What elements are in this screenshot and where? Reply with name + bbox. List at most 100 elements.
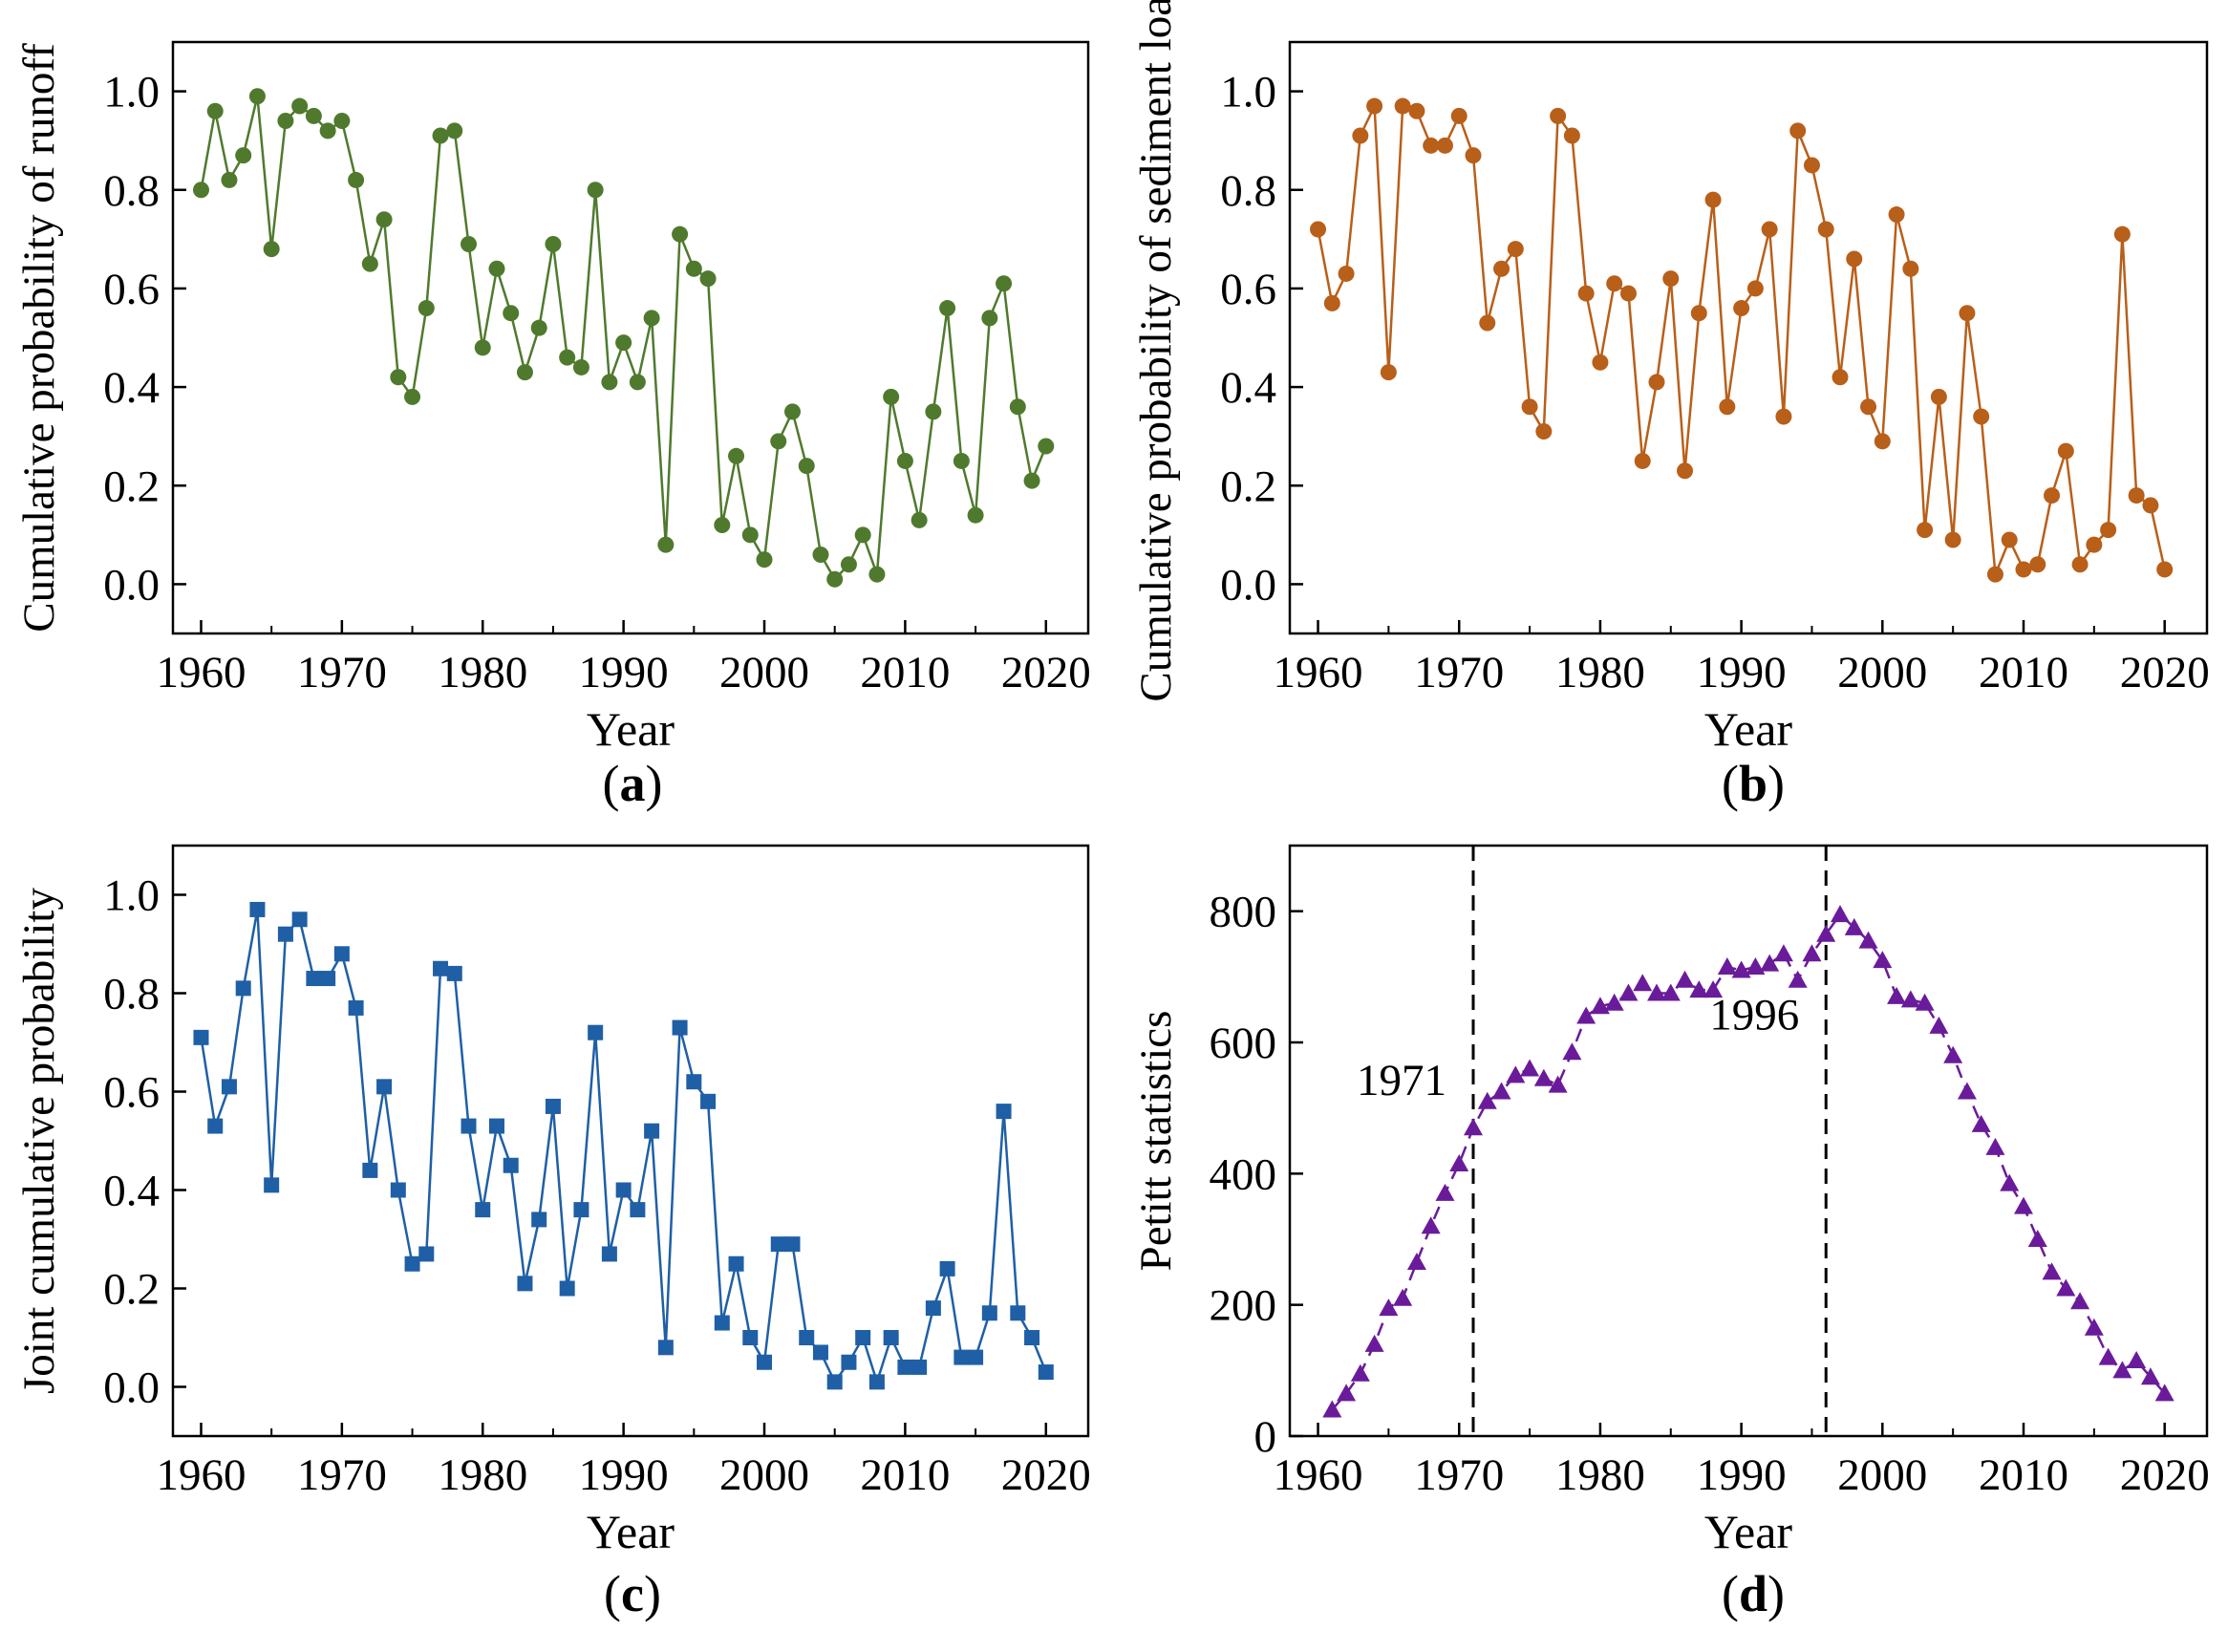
panel-c-x-tick-label: 1980 xyxy=(438,1450,527,1500)
panel-d-x-tick-label: 2000 xyxy=(1837,1450,1927,1500)
panel-c-data-point xyxy=(1038,1364,1054,1381)
panel-d: 1960 1970 1980 1990 2000 2010 2020 0 200 400 600 80… xyxy=(1131,844,2210,1558)
panel-d-data-point xyxy=(1548,1075,1568,1093)
panel-d-data-point xyxy=(1675,970,1695,988)
panel-b-data-point xyxy=(1888,206,1905,224)
panel-d-data-point xyxy=(1576,1006,1596,1024)
panel-a-data-point xyxy=(601,374,618,391)
panel-b-data-point xyxy=(1563,127,1580,144)
panel-a-data-point xyxy=(854,526,871,544)
panel-b-y-tick-label: 0.8 xyxy=(1220,166,1276,216)
panel-a-data-point xyxy=(404,388,421,405)
panel-b-data-point xyxy=(1310,221,1327,238)
panel-b-data-point xyxy=(1746,280,1764,297)
panel-d-data-point xyxy=(1520,1059,1540,1077)
panel-a-data-point xyxy=(248,88,266,105)
panel-a-y-tick-label: 0.2 xyxy=(103,461,160,511)
panel-b-data-point xyxy=(1704,191,1722,208)
panel-c-data-point xyxy=(461,1118,477,1134)
panel-b-plot-frame xyxy=(1288,40,2209,635)
panel-c-data-point xyxy=(517,1276,533,1292)
panel-a-x-tick-label: 2010 xyxy=(860,648,950,697)
panel-c-x-tick-label: 2010 xyxy=(860,1450,950,1500)
panel-d-data-point xyxy=(1731,960,1751,978)
panel-b-x-tick-label: 2010 xyxy=(1979,648,2068,697)
panel-a-data-point xyxy=(657,536,675,553)
panel-c-data-point xyxy=(193,1029,209,1045)
panel-a-data-point xyxy=(221,171,238,188)
panel-a-data-point xyxy=(868,566,886,583)
panel-a-data-point xyxy=(263,241,280,258)
panel-b-x-tick-label: 1980 xyxy=(1555,648,1645,697)
panel-b-data-point xyxy=(2057,442,2074,460)
panel-d-x-tick-label: 2010 xyxy=(1979,1450,2068,1500)
panel-d-y-tick-label: 400 xyxy=(1210,1149,1277,1199)
panel-b-y-axis-label: Cumulative probability of sediment load xyxy=(1131,0,1181,702)
panel-d-data-point xyxy=(1887,986,1907,1004)
panel-b-x-axis-label: Year xyxy=(1704,702,1792,756)
panel-b-data-point xyxy=(2001,531,2018,548)
panel-b-data-point xyxy=(1944,531,1961,548)
panel-d-data-point xyxy=(2042,1262,2062,1280)
panel-d-data-point xyxy=(2084,1318,2104,1336)
panel-c-x-tick-label: 2020 xyxy=(1001,1450,1091,1500)
panel-c-data-point xyxy=(531,1212,547,1228)
panel-a-data-point xyxy=(783,403,801,420)
panel-c-data-point xyxy=(277,926,293,942)
panel-c-data-point xyxy=(855,1330,871,1345)
panel-a-data-point xyxy=(418,300,435,317)
panel-c-data-point xyxy=(784,1236,801,1253)
panel-a-y-tick-label: 0.4 xyxy=(103,363,160,413)
panel-d-data-point xyxy=(1915,993,1935,1011)
panel-a-data-point xyxy=(615,334,632,352)
panel-a-y-axis-label: Cumulative probability of runoff xyxy=(14,43,64,633)
panel-b-data-point xyxy=(1761,221,1778,238)
panel-a-data-point xyxy=(1009,398,1026,416)
panel-a-data-point xyxy=(812,546,829,563)
panel-c-data-point xyxy=(657,1340,674,1356)
panel-c-y-axis-label: Joint cumulative probability xyxy=(14,888,64,1394)
panel-d-data-point xyxy=(2000,1173,2020,1191)
panel-b-data-point xyxy=(2015,561,2032,578)
panel-d-y-tick-label: 0 xyxy=(1254,1412,1277,1462)
panel-c-data-point xyxy=(841,1354,857,1370)
panel-a-data-point xyxy=(348,171,365,188)
panel-a-data-point xyxy=(798,458,815,475)
panel-a-data-point xyxy=(545,235,562,252)
panel-d-data-point xyxy=(1421,1216,1441,1234)
panel-b-data-point xyxy=(1550,107,1567,124)
panel-c-data-point xyxy=(320,971,336,987)
panel-c: 1960 1970 1980 1990 2000 2010 2020 0.0 0.2 0.4 0.6… xyxy=(14,844,1091,1558)
panel-a-data-point xyxy=(305,107,322,124)
panel-d-data-point xyxy=(1506,1065,1526,1083)
panel-a-data-point xyxy=(461,235,478,252)
panel-c-y-tick-label: 0.4 xyxy=(103,1167,160,1216)
panel-b-data-point xyxy=(1352,127,1369,144)
panel-c-y-tick-label: 0.6 xyxy=(103,1068,160,1118)
panel-d-data-point xyxy=(1393,1288,1413,1306)
panel-c-data-point xyxy=(1024,1330,1040,1345)
panel-a-data-point xyxy=(826,570,844,588)
panel-b-data-point xyxy=(2128,487,2145,504)
panel-a-data-point xyxy=(685,260,702,277)
panel-a-x-tick-label: 1990 xyxy=(579,648,669,697)
panel-a-data-point xyxy=(840,556,857,573)
panel-a-data-point xyxy=(981,310,998,327)
panel-c-data-point xyxy=(968,1349,984,1365)
panel-b-data-point xyxy=(1690,305,1707,322)
panel-c-x-tick-label: 1970 xyxy=(297,1450,387,1500)
panel-b-x-tick-label: 1990 xyxy=(1697,648,1787,697)
panel-d-data-point xyxy=(1985,1137,2005,1155)
panel-c-data-point xyxy=(630,1202,646,1218)
caption-b: (b) xyxy=(1722,755,1785,812)
panel-b-y-tick-label: 0.0 xyxy=(1220,560,1276,610)
panel-c-data-point xyxy=(418,1246,435,1262)
panel-c-data-point xyxy=(475,1202,491,1218)
panel-c-y-tick-label: 0.8 xyxy=(103,970,160,1019)
panel-b-x-tick-label: 2020 xyxy=(2120,648,2210,697)
caption-d: (d) xyxy=(1722,1565,1785,1622)
panel-c-data-point xyxy=(348,999,364,1016)
panel-c-data-point xyxy=(503,1157,519,1173)
panel-d-data-point xyxy=(1449,1154,1469,1172)
panel-a-x-tick-label: 2020 xyxy=(1001,648,1091,697)
